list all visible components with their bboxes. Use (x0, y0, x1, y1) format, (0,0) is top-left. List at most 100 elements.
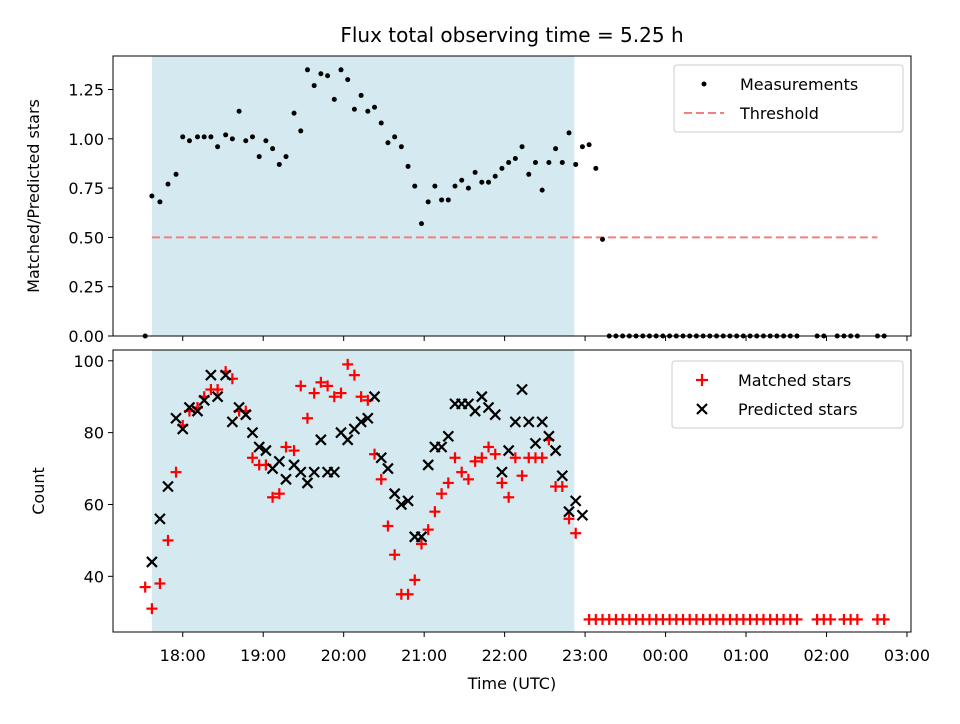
predicted-star-d2 (176, 423, 189, 435)
top-shaded-span (151, 56, 575, 336)
predicted-star-point (315, 434, 327, 446)
measurement-point (358, 92, 364, 98)
measurement-point (372, 104, 378, 110)
matched-star-point (503, 491, 515, 503)
measurement-point (492, 173, 498, 179)
predicted-star-d2 (362, 412, 374, 425)
legend-matched-label: Matched stars (738, 371, 851, 390)
bottom-x-tick-label: 18:00 (160, 646, 206, 665)
predicted-star-point (294, 466, 307, 478)
matched-star-point (139, 581, 151, 593)
predicted-star-d2 (219, 369, 232, 381)
predicted-star-d2 (509, 416, 522, 428)
bottom-x-tick-label: 21:00 (401, 646, 447, 665)
predicted-star-d2 (288, 459, 300, 471)
predicted-star-point (549, 444, 562, 457)
bottom-x-tick-label: 03:00 (884, 646, 930, 665)
bottom-legend-frame (671, 360, 904, 429)
predicted-star-point (301, 477, 314, 489)
matched-star-point (791, 613, 803, 625)
predicted-star-d2 (253, 441, 265, 453)
matched-star-point (516, 470, 528, 482)
matched-star-point (280, 441, 292, 453)
measurement-point (378, 120, 384, 126)
top-y-tick-label: 0.00 (68, 327, 104, 346)
measurement-point (208, 134, 214, 140)
measurement-point (526, 171, 532, 177)
measurement-point (566, 130, 572, 136)
predicted-star-point (395, 498, 408, 511)
legend-measurements-marker (701, 81, 707, 87)
predicted-star-point (536, 416, 548, 428)
matched-star-point (851, 613, 863, 625)
top-panel: 0.00 0.25 0.50 0.75 1.00 1.25 Matched/Predict… (24, 55, 912, 346)
measurement-point (579, 144, 585, 150)
measurement-point (546, 159, 552, 165)
measurement-point (318, 71, 324, 77)
measurement-point (180, 134, 186, 140)
bottom-y-tick-label: 100 (73, 352, 104, 371)
measurement-point (165, 181, 171, 187)
matched-star-point (301, 412, 313, 424)
bottom-x-tick-label: 19:00 (240, 646, 286, 665)
measurement-point (236, 108, 242, 114)
predicted-star-d2 (170, 412, 182, 425)
predicted-star-point (522, 416, 535, 428)
predicted-star-d2 (382, 462, 394, 475)
top-y-tick-label: 0.75 (68, 179, 104, 198)
matched-star-point (382, 520, 394, 532)
predicted-star-point (280, 473, 292, 486)
predicted-star-d2 (469, 405, 481, 417)
matched-star-point (415, 538, 427, 550)
matched-star-point (496, 477, 508, 489)
predicted-star-d2 (205, 369, 217, 381)
legend-predicted-marker (696, 403, 708, 415)
predicted-star-d2 (395, 498, 408, 511)
measurement-point (425, 199, 431, 205)
measurement-point (194, 134, 200, 140)
predicted-star-point (442, 430, 455, 442)
top-y-axis-label: Matched/Predicted stars (24, 99, 43, 293)
top-y-tick-label: 1.25 (68, 81, 104, 100)
measurement-point (499, 165, 505, 171)
predicted-star-d2 (183, 401, 196, 414)
predicted-star-point (239, 408, 252, 421)
predicted-star-d2 (211, 390, 224, 403)
bottom-x-tick-label: 22:00 (482, 646, 528, 665)
predicted-star-point (211, 390, 224, 403)
matched-star-point (402, 588, 414, 600)
top-y-tick-label: 1.00 (68, 130, 104, 149)
measurement-point (215, 144, 221, 150)
bottom-panel: 18:00 19:00 20:00 21:00 22:00 23:00 00:00 01:00… (29, 349, 930, 693)
measurement-point (157, 199, 163, 205)
predicted-star-point (308, 466, 320, 478)
top-legend: Measurements Threshold (673, 64, 904, 133)
matched-star-point (267, 491, 279, 503)
matched-star-point (146, 603, 158, 615)
measurement-point (418, 221, 424, 227)
matched-star-point (449, 452, 461, 464)
predicted-star-d2 (415, 531, 428, 543)
predicted-star-point (162, 480, 174, 493)
matched-star-point (509, 452, 521, 464)
predicted-star-point (170, 412, 182, 425)
measurement-point (439, 197, 445, 203)
matched-star-point (456, 466, 468, 478)
predicted-star-point (415, 531, 428, 543)
predicted-star-point (219, 369, 232, 381)
measurement-point (465, 185, 471, 191)
chart-title: Flux total observing time = 5.25 h (340, 23, 683, 47)
measurement-point (412, 183, 418, 189)
measurement-point (539, 187, 545, 193)
bottom-x-tick-label: 01:00 (723, 646, 769, 665)
measurement-point (263, 138, 269, 144)
predicted-star-d2 (422, 459, 434, 471)
predicted-star-point (260, 444, 272, 457)
predicted-star-point (422, 459, 434, 471)
predicted-star-d2 (482, 401, 495, 414)
measurement-point (345, 77, 351, 83)
measurement-point (291, 110, 297, 116)
predicted-star-d2 (442, 430, 455, 442)
measurement-point (479, 179, 485, 185)
